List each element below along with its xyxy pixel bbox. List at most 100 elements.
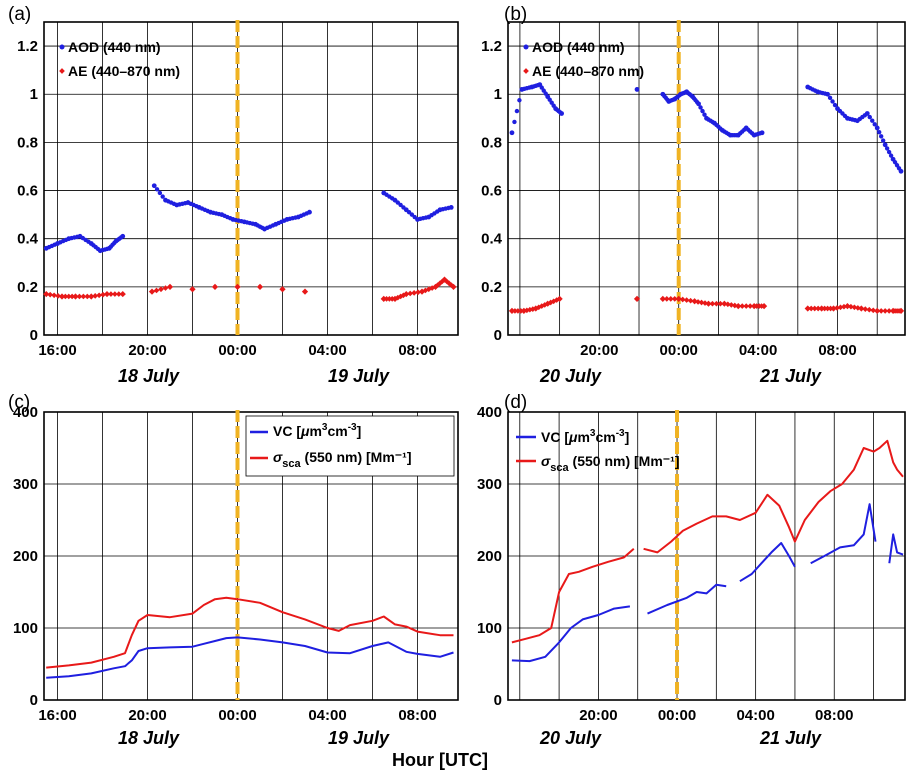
data-point: [878, 134, 884, 139]
series-line: [810, 503, 877, 565]
data-point: [882, 308, 888, 314]
x-tick-label: 00:00: [218, 707, 256, 724]
data-point: [119, 290, 126, 298]
data-point: [687, 297, 694, 304]
data-point: [151, 183, 157, 189]
series-blue: [43, 183, 454, 254]
y-tick-label: 0.2: [17, 279, 38, 296]
legend-swatch: [59, 68, 65, 74]
series-line: [643, 439, 904, 554]
data-point: [878, 308, 885, 314]
data-point: [897, 307, 905, 315]
data-point: [862, 306, 869, 312]
data-point: [162, 285, 169, 291]
series-line: [46, 596, 454, 669]
data-point: [211, 283, 219, 290]
y-tick-label: 0: [30, 692, 38, 709]
panel-label: (d): [504, 392, 527, 413]
data-point: [696, 101, 701, 107]
panel-label: (a): [8, 4, 31, 25]
data-point: [747, 303, 753, 309]
series-line: [739, 542, 796, 583]
data-point: [80, 293, 87, 300]
legend-swatch: [523, 68, 529, 74]
data-point: [407, 290, 414, 297]
panel-label: (b): [504, 4, 527, 25]
series-line: [511, 605, 631, 663]
data-point: [120, 233, 126, 239]
data-point: [514, 108, 520, 114]
x-tick-label: 00:00: [660, 342, 698, 359]
data-point: [698, 299, 705, 306]
data-point: [448, 204, 454, 210]
date-label: 20 July: [539, 728, 602, 748]
data-point: [96, 292, 102, 299]
data-point: [411, 290, 417, 296]
panel-c: 0 100 200 300 400 16:00 20:00 00:00 04:00 08:00 18…: [8, 392, 459, 748]
data-point: [759, 130, 765, 136]
data-point: [818, 305, 825, 312]
legend-label: σsca (550 nm) [Mm⁻¹]: [541, 453, 680, 474]
data-point: [867, 114, 872, 120]
data-point: [804, 305, 811, 312]
data-point: [671, 296, 678, 302]
series-blue: [509, 82, 904, 174]
data-point: [832, 102, 838, 108]
data-point: [728, 302, 735, 308]
data-point: [880, 138, 886, 143]
data-point: [509, 130, 515, 136]
panel-label: (c): [8, 392, 30, 413]
data-point: [153, 287, 160, 294]
date-label: 18 July: [118, 728, 180, 748]
data-point: [698, 105, 703, 110]
data-point: [256, 283, 264, 290]
data-point: [158, 286, 164, 293]
data-point: [834, 305, 840, 311]
date-label: 21 July: [759, 366, 822, 386]
data-point: [743, 303, 750, 309]
data-point: [870, 307, 877, 314]
data-point: [858, 305, 865, 312]
series-red: [46, 596, 454, 669]
panel-d: 0 100 200 300 400 20:00 00:00 04:00 08:00 20 July…: [477, 392, 906, 748]
data-point: [695, 299, 701, 305]
legend: AOD (440 nm) AE (440–870 nm): [523, 39, 644, 79]
x-tick-label: 08:00: [398, 342, 436, 359]
date-label: 19 July: [328, 366, 390, 386]
legend-swatch: [523, 44, 529, 50]
data-point: [815, 305, 821, 312]
data-point: [864, 111, 870, 116]
data-point: [112, 291, 118, 297]
panel-a: 0 0.2 0.4 0.6 0.8 1 1.2 16:00 20:00 00:00 04:00 08:…: [8, 4, 459, 386]
y-tick-label: 0.4: [481, 231, 503, 248]
data-point: [157, 190, 163, 196]
series-line: [888, 533, 904, 564]
data-point: [683, 297, 690, 303]
data-point: [65, 293, 72, 300]
x-tick-label: 20:00: [128, 707, 166, 724]
x-tick-label: 08:00: [818, 342, 856, 359]
data-point: [234, 283, 241, 290]
x-tick-label: 20:00: [580, 342, 618, 359]
series-red: [511, 439, 904, 644]
plot-frame: [507, 411, 906, 701]
x-tick-label: 00:00: [658, 707, 696, 724]
plot-frame: [507, 21, 906, 336]
data-point: [848, 303, 854, 310]
data-point: [160, 194, 165, 199]
data-point: [827, 95, 833, 101]
legend-label: AE (440–870 nm): [68, 63, 180, 79]
data-point: [717, 300, 724, 307]
data-point: [851, 304, 858, 311]
data-point: [69, 293, 75, 300]
legend-label: VC [μm3cm-3]: [541, 428, 629, 445]
data-point: [515, 308, 521, 314]
y-tick-label: 0.4: [17, 231, 39, 248]
x-tick-label: 04:00: [739, 342, 777, 359]
plot-frame: [43, 21, 459, 336]
data-point: [559, 111, 564, 116]
data-point: [512, 119, 517, 125]
series-line: [46, 636, 454, 679]
y-tick-label: 1: [30, 86, 38, 103]
data-point: [866, 306, 873, 313]
